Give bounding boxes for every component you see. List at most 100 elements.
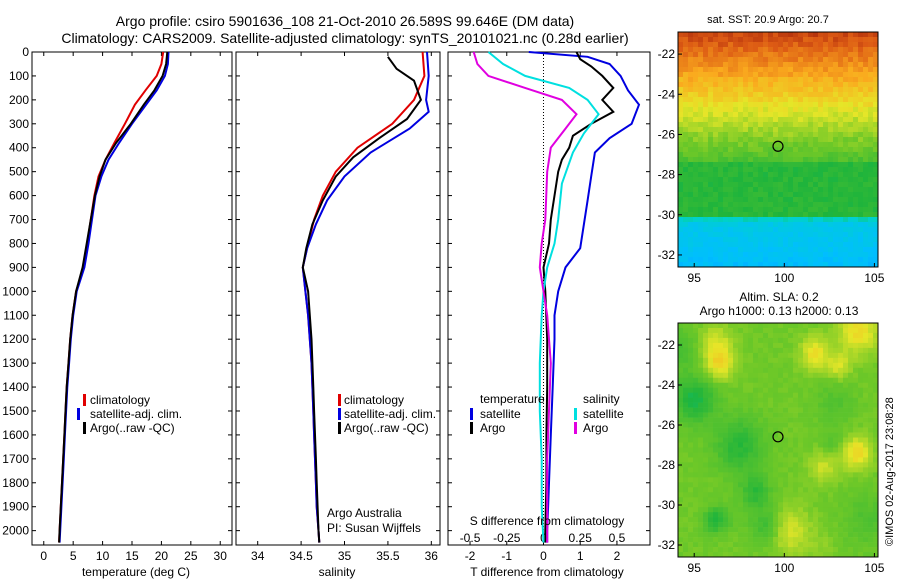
map-cell <box>743 477 749 483</box>
map-cell <box>688 92 694 98</box>
map-cell <box>773 497 779 503</box>
map-cell <box>713 507 719 513</box>
map-cell <box>843 217 849 223</box>
map-cell <box>853 162 859 168</box>
map-cell <box>708 347 714 354</box>
map-cell <box>733 217 739 223</box>
map-cell <box>748 527 754 533</box>
map-cell <box>818 122 824 128</box>
depth-tick-label: 1200 <box>2 332 29 346</box>
map-cell <box>693 462 699 468</box>
map-cell <box>713 522 719 528</box>
map-cell <box>738 422 744 428</box>
map-cell <box>833 97 839 103</box>
map-cell <box>813 487 819 493</box>
map-cell <box>763 107 769 113</box>
map-cell <box>698 207 704 213</box>
map-cell <box>683 52 689 58</box>
map-cell <box>678 357 684 364</box>
map-cell <box>813 192 819 198</box>
map-cell <box>718 137 724 143</box>
map-cell <box>758 477 764 483</box>
map-cell <box>718 352 724 359</box>
map-cell <box>783 447 789 453</box>
map-cell <box>798 82 804 88</box>
map-cell <box>823 62 829 68</box>
map-cell <box>708 342 714 349</box>
map-cell <box>853 132 859 138</box>
map-cell <box>688 507 694 513</box>
map-cell <box>718 497 724 503</box>
sst-map-title: sat. SST: 20.9 Argo: 20.7 <box>707 14 829 26</box>
map-cell <box>718 262 724 268</box>
map-cell <box>763 492 769 498</box>
legend-swatch-sal-argo <box>574 422 577 434</box>
map-cell <box>743 447 749 453</box>
map-cell <box>788 117 794 123</box>
map-cell <box>738 57 744 63</box>
map-cell <box>868 397 874 403</box>
map-cell <box>748 77 754 83</box>
map-cell <box>693 327 699 334</box>
map-cell <box>823 507 829 513</box>
map-cell <box>833 447 839 453</box>
map-cell <box>698 467 704 473</box>
map-cell <box>803 417 809 423</box>
map-cell <box>828 342 834 349</box>
map-cell <box>758 482 764 488</box>
map-cell <box>788 152 794 158</box>
map-cell <box>868 62 874 68</box>
map-cell <box>723 52 729 58</box>
map-cell <box>818 142 824 148</box>
map-cell <box>783 92 789 98</box>
map-cell <box>763 367 769 374</box>
map-cell <box>678 32 684 38</box>
map-cell <box>703 72 709 78</box>
map-cell <box>728 102 734 108</box>
map-cell <box>823 537 829 543</box>
map-cell <box>793 492 799 498</box>
map-cell <box>823 362 829 369</box>
map-cell <box>738 502 744 508</box>
map-cell <box>813 252 819 258</box>
map-cell <box>738 187 744 193</box>
map-cell <box>778 327 784 334</box>
map-cell <box>713 417 719 423</box>
map-cell <box>788 377 794 384</box>
map-cell <box>783 457 789 463</box>
legend-swatch-satellite <box>338 408 341 420</box>
map-cell <box>773 82 779 88</box>
map-cell <box>808 42 814 48</box>
map-cell <box>828 202 834 208</box>
map-cell <box>788 212 794 218</box>
map-cell <box>683 437 689 443</box>
map-cell <box>873 97 879 103</box>
map-cell <box>778 323 784 329</box>
map-cell <box>728 47 734 53</box>
map-cell <box>818 257 824 263</box>
map-cell <box>728 92 734 98</box>
map-cell <box>758 247 764 253</box>
map-cell <box>863 327 869 334</box>
map-cell <box>863 497 869 503</box>
map-cell <box>808 452 814 458</box>
map-cell <box>743 37 749 43</box>
map-cell <box>733 187 739 193</box>
map-cell <box>818 477 824 483</box>
map-cell <box>748 507 754 513</box>
map-cell <box>708 192 714 198</box>
map-cell <box>843 97 849 103</box>
map-cell <box>698 247 704 253</box>
map-cell <box>798 427 804 433</box>
map-cell <box>798 522 804 528</box>
map-cell <box>808 77 814 83</box>
map-cell <box>848 387 854 393</box>
map-cell <box>678 257 684 263</box>
map-cell <box>743 472 749 478</box>
map-cell <box>853 347 859 354</box>
map-cell <box>753 177 759 183</box>
map-cell <box>858 432 864 438</box>
map-cell <box>778 132 784 138</box>
depth-tick-label: 1100 <box>3 308 29 322</box>
map-cell <box>838 342 844 349</box>
